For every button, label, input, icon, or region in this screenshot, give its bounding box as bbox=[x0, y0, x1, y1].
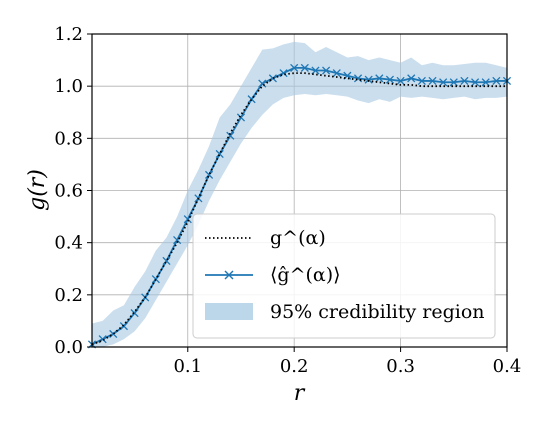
x-axis-label: r bbox=[294, 381, 306, 406]
estimate-point bbox=[215, 149, 224, 159]
axis-ticks bbox=[87, 33, 508, 352]
y-tick-label: 0.6 bbox=[54, 181, 83, 202]
true-series-line bbox=[91, 72, 507, 346]
estimate-point bbox=[322, 66, 331, 75]
legend-band-swatch bbox=[205, 303, 253, 320]
estimate-point bbox=[130, 309, 139, 318]
legend-estimate-marker bbox=[224, 270, 234, 280]
estimate-point bbox=[396, 76, 405, 86]
y-tick-label: 0.8 bbox=[54, 128, 83, 149]
estimate-point bbox=[290, 63, 299, 72]
legend-band-label: 95% credibility region bbox=[270, 301, 485, 323]
x-tick-label: 0.2 bbox=[280, 356, 309, 377]
estimate-point bbox=[481, 78, 490, 87]
legend-box bbox=[192, 213, 496, 339]
estimate-point bbox=[407, 74, 416, 83]
estimate-point bbox=[471, 78, 480, 87]
estimate-point bbox=[364, 75, 373, 84]
x-tick-label: 0.3 bbox=[386, 356, 415, 377]
y-tick-label: 0.2 bbox=[54, 285, 83, 306]
estimate-point bbox=[385, 75, 395, 84]
estimate-point bbox=[375, 74, 384, 83]
y-tick-label: 1.0 bbox=[54, 76, 83, 97]
estimate-point bbox=[417, 76, 426, 86]
estimate-point bbox=[460, 76, 469, 86]
axis-tick-labels: 0.1 0.2 0.3 0.4 0.0 0.2 0.4 0.6 0.8 1.0 1.2 bbox=[54, 24, 521, 377]
estimate-point bbox=[492, 76, 501, 86]
series-lines-layer bbox=[87, 63, 512, 349]
estimate-point bbox=[300, 63, 309, 72]
credibility-band bbox=[92, 41, 507, 347]
credibility-band-layer bbox=[92, 41, 507, 347]
estimate-point bbox=[332, 69, 341, 78]
estimate-point bbox=[258, 79, 267, 88]
estimate-point bbox=[162, 256, 171, 265]
estimate-point bbox=[119, 322, 128, 331]
legend: g^(α) ⟨ĝ^(α)⟩ 95% credibility region bbox=[192, 213, 496, 339]
y-tick-label: 1.2 bbox=[54, 24, 83, 45]
legend-true-label: g^(α) bbox=[270, 227, 326, 249]
y-tick-label: 0.0 bbox=[54, 337, 83, 358]
estimate-point bbox=[428, 76, 437, 86]
estimate-point bbox=[439, 78, 448, 87]
y-axis-label: g(r) bbox=[25, 169, 50, 211]
estimate-point bbox=[311, 66, 320, 75]
estimate-point bbox=[449, 78, 458, 87]
estimate-point bbox=[204, 170, 214, 179]
x-tick-label: 0.4 bbox=[493, 356, 522, 377]
y-tick-label: 0.4 bbox=[54, 233, 83, 254]
x-tick-label: 0.1 bbox=[173, 356, 202, 377]
legend-estimate-label: ⟨ĝ^(α)⟩ bbox=[270, 264, 341, 286]
